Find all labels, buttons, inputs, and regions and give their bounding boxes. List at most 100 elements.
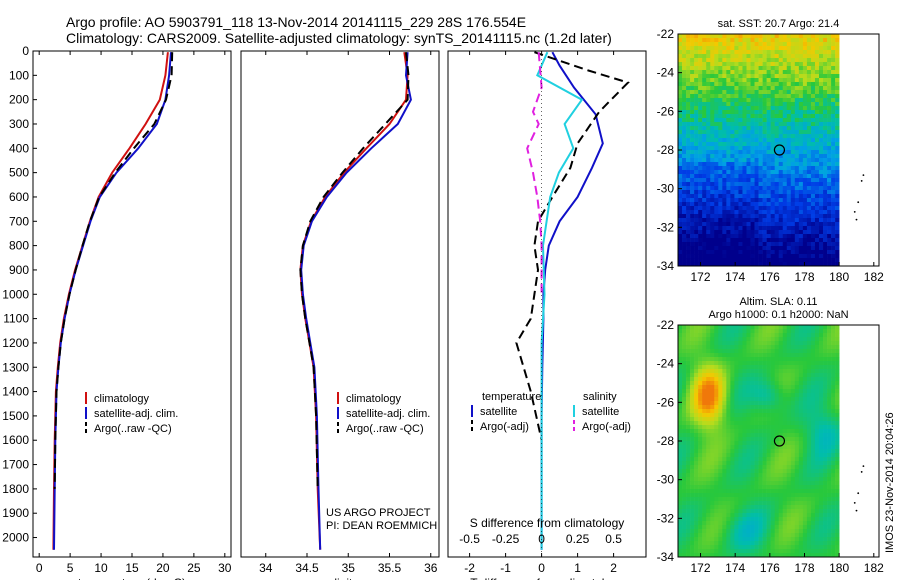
map-cell — [710, 134, 715, 139]
map-cell — [686, 469, 691, 474]
map-cell — [706, 230, 711, 235]
map-cell — [698, 170, 703, 175]
map-cell — [726, 509, 731, 514]
map-cell — [798, 417, 804, 422]
map-cell — [686, 349, 691, 354]
map-cell — [706, 361, 711, 366]
map-cell — [690, 82, 695, 87]
map-cell — [790, 186, 796, 191]
map-cell — [682, 206, 687, 211]
map-cell — [798, 146, 804, 151]
map-cell — [782, 118, 788, 123]
map-cell — [831, 541, 836, 546]
map-cell — [746, 385, 751, 390]
map-cell — [718, 134, 723, 139]
map-cell — [823, 158, 828, 163]
map-cell — [706, 166, 711, 171]
map-cell — [798, 126, 804, 131]
map-cell — [686, 94, 691, 99]
map-cell — [726, 341, 731, 346]
map-cell — [682, 493, 687, 498]
map-cell — [798, 389, 804, 394]
map-cell — [678, 54, 683, 59]
map-cell — [774, 202, 780, 207]
map-cell — [766, 254, 771, 259]
map-cell — [722, 90, 727, 95]
map-cell — [758, 425, 763, 430]
plot-frame — [240, 50, 440, 558]
map-cell — [782, 381, 788, 386]
map-cell — [814, 401, 820, 406]
map-cell — [734, 54, 739, 59]
map-cell — [738, 397, 743, 402]
map-cell — [686, 230, 691, 235]
map-cell — [774, 549, 780, 554]
map-cell — [722, 445, 727, 450]
x-tick-label: 35.5 — [378, 561, 402, 575]
map-cell — [794, 238, 800, 243]
map-cell — [706, 254, 711, 259]
map-cell — [794, 146, 800, 151]
map-cell — [694, 86, 699, 91]
map-cell — [835, 541, 840, 546]
map-cell — [762, 445, 767, 450]
map-cell — [686, 34, 691, 39]
map-cell — [770, 365, 775, 370]
map-cell — [690, 174, 695, 179]
map-cell — [698, 421, 703, 426]
map-cell — [746, 425, 751, 430]
map-cell — [718, 126, 723, 131]
map-cell — [802, 389, 808, 394]
map-cell — [718, 162, 723, 167]
map-cell — [718, 94, 723, 99]
map-cell — [730, 409, 735, 414]
map-cell — [782, 485, 788, 490]
legend-label: satellite — [480, 406, 517, 418]
map-cell — [746, 401, 751, 406]
map-cell — [814, 86, 820, 91]
map-cell — [698, 333, 703, 338]
map-cell — [706, 473, 711, 478]
map-cell — [714, 409, 719, 414]
map-cell — [686, 381, 691, 386]
map-cell — [734, 549, 739, 554]
map-cell — [738, 142, 743, 147]
map-cell — [814, 114, 820, 119]
map-cell — [831, 385, 836, 390]
map-cell — [778, 377, 784, 382]
map-cell — [794, 210, 800, 215]
map-cell — [790, 409, 796, 414]
map-cell — [782, 222, 788, 227]
map-cell — [782, 397, 788, 402]
map-cell — [774, 42, 780, 47]
map-cell — [722, 158, 727, 163]
x-tick-label: 2 — [610, 561, 617, 575]
map-cell — [738, 345, 743, 350]
map-cell — [806, 517, 812, 522]
map-cell — [814, 505, 820, 510]
map-cell — [810, 82, 816, 87]
map-cell — [710, 525, 715, 530]
map-cell — [758, 529, 763, 534]
map-cell — [798, 437, 804, 442]
map-cell — [722, 505, 727, 510]
map-cell — [706, 66, 711, 71]
map-cell — [710, 246, 715, 251]
map-cell — [778, 325, 784, 330]
map-cell — [798, 170, 804, 175]
map-cell — [802, 337, 808, 342]
map-cell — [706, 389, 711, 394]
map-cell — [814, 357, 820, 362]
map-cell — [726, 433, 731, 438]
map-cell — [758, 353, 763, 358]
map-cell — [810, 142, 816, 147]
map-cell — [819, 461, 824, 466]
map-cell — [810, 190, 816, 195]
map-cell — [746, 154, 751, 159]
map-cell — [714, 62, 719, 67]
map-cell — [678, 214, 683, 219]
map-cell — [831, 413, 836, 418]
map-cell — [738, 381, 743, 386]
map-cell — [814, 501, 820, 506]
map-cell — [738, 46, 743, 51]
